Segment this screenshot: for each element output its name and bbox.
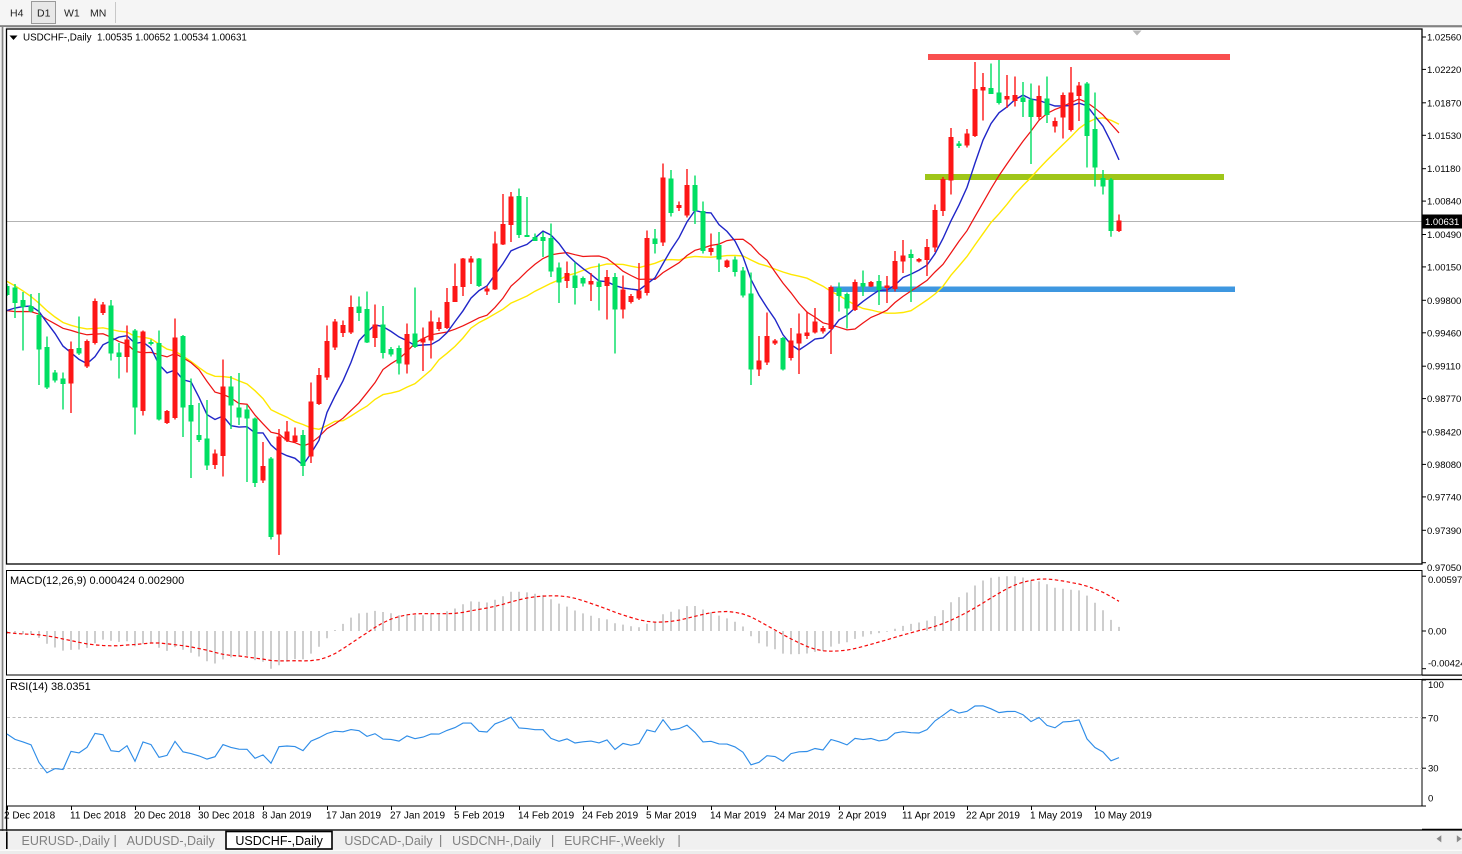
svg-text:0.98080: 0.98080 [1427, 460, 1461, 471]
svg-text:AUDUSD-,Daily: AUDUSD-,Daily [127, 834, 216, 848]
svg-text:22 Apr 2019: 22 Apr 2019 [966, 811, 1020, 822]
svg-text:0.99460: 0.99460 [1427, 328, 1461, 339]
svg-text:14 Feb 2019: 14 Feb 2019 [518, 811, 575, 822]
svg-text:EURCHF-,Weekly: EURCHF-,Weekly [564, 834, 665, 848]
svg-text:1.01530: 1.01530 [1427, 131, 1461, 142]
svg-text:27 Jan 2019: 27 Jan 2019 [390, 811, 445, 822]
svg-text:24 Feb 2019: 24 Feb 2019 [582, 811, 639, 822]
svg-text:11 Dec 2018: 11 Dec 2018 [70, 811, 126, 822]
svg-text:0.00: 0.00 [1428, 627, 1447, 638]
svg-text:24 Mar 2019: 24 Mar 2019 [774, 811, 831, 822]
svg-text:0.99800: 0.99800 [1427, 296, 1461, 307]
svg-text:17 Jan 2019: 17 Jan 2019 [326, 811, 381, 822]
svg-text:USDCAD-,Daily: USDCAD-,Daily [344, 834, 433, 848]
svg-text:1.00150: 1.00150 [1427, 262, 1461, 273]
svg-text:2 Dec 2018: 2 Dec 2018 [4, 811, 56, 822]
svg-text:1.00490: 1.00490 [1427, 230, 1461, 241]
svg-text:0.00597: 0.00597 [1428, 575, 1462, 586]
svg-text:1.00840: 1.00840 [1427, 197, 1461, 208]
svg-text:30: 30 [1428, 764, 1439, 775]
svg-text:30 Dec 2018: 30 Dec 2018 [198, 811, 255, 822]
svg-text:H4: H4 [10, 8, 24, 20]
svg-text:14 Mar 2019: 14 Mar 2019 [710, 811, 767, 822]
svg-text:1.02560: 1.02560 [1427, 33, 1461, 44]
svg-text:0: 0 [1428, 794, 1433, 805]
svg-text:8 Jan 2019: 8 Jan 2019 [262, 811, 312, 822]
svg-text:5 Feb 2019: 5 Feb 2019 [454, 811, 505, 822]
svg-text:-0.00424: -0.00424 [1428, 659, 1462, 670]
svg-text:0.99110: 0.99110 [1427, 362, 1461, 373]
svg-text:0.97390: 0.97390 [1427, 526, 1461, 537]
svg-text:0.98770: 0.98770 [1427, 394, 1461, 405]
svg-text:USDCHF-,Daily: USDCHF-,Daily [235, 834, 323, 848]
svg-text:EURUSD-,Daily: EURUSD-,Daily [22, 834, 111, 848]
svg-text:1.00631: 1.00631 [1425, 217, 1459, 228]
svg-text:W1: W1 [64, 8, 80, 20]
svg-text:1.02220: 1.02220 [1427, 65, 1461, 76]
svg-text:70: 70 [1428, 713, 1439, 724]
svg-text:0.97050: 0.97050 [1427, 563, 1461, 574]
svg-text:10 May 2019: 10 May 2019 [1094, 811, 1152, 822]
svg-text:1 May 2019: 1 May 2019 [1030, 811, 1083, 822]
svg-text:5 Mar 2019: 5 Mar 2019 [646, 811, 697, 822]
svg-text:11 Apr 2019: 11 Apr 2019 [902, 811, 956, 822]
svg-text:20 Dec 2018: 20 Dec 2018 [134, 811, 191, 822]
svg-text:MN: MN [90, 8, 106, 20]
svg-text:D1: D1 [37, 8, 51, 20]
svg-text:1.01870: 1.01870 [1427, 98, 1461, 109]
svg-text:USDCHF-,Daily 1.00535 1.00652: USDCHF-,Daily 1.00535 1.00652 1.00534 1.… [23, 33, 247, 44]
svg-text:USDCNH-,Daily: USDCNH-,Daily [452, 834, 542, 848]
svg-text:RSI(14) 38.0351: RSI(14) 38.0351 [10, 681, 91, 693]
svg-text:0.97740: 0.97740 [1427, 492, 1461, 503]
svg-text:1.01180: 1.01180 [1427, 164, 1461, 175]
svg-text:2 Apr 2019: 2 Apr 2019 [838, 811, 887, 822]
svg-text:MACD(12,26,9) 0.000424 0.00290: MACD(12,26,9) 0.000424 0.002900 [10, 575, 184, 587]
svg-text:0.98420: 0.98420 [1427, 428, 1461, 439]
svg-text:100: 100 [1428, 680, 1444, 691]
